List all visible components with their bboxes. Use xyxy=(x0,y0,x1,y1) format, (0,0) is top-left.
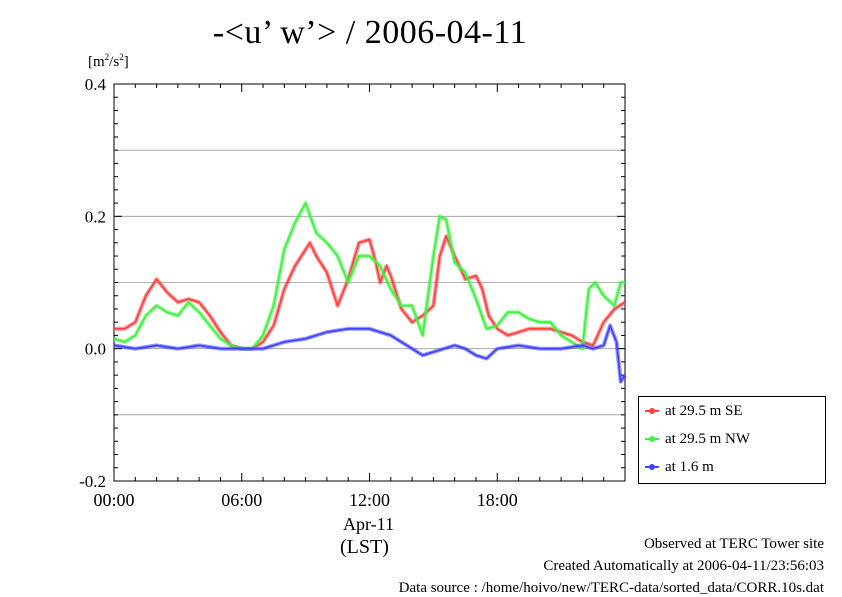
timezone-label: (LST) xyxy=(340,536,389,558)
footer-site: Observed at TERC Tower site xyxy=(643,536,824,552)
y-axis-ticks: -0.2 0.0 0.2 0.4 xyxy=(79,75,625,491)
y-axis-unit-label: [m2/s2] xyxy=(88,52,129,70)
date-label: Apr-11 xyxy=(343,514,394,534)
series-line-0 xyxy=(114,235,626,350)
footer-created: Created Automatically at 2006-04-11/23:5… xyxy=(543,558,824,574)
x-tick-label: 12:00 xyxy=(349,490,390,510)
y-tick-label: 0.0 xyxy=(85,340,106,359)
legend-item-nw: at 29.5 m NW xyxy=(645,429,750,449)
series-line-2 xyxy=(113,324,626,383)
x-tick-label: 00:00 xyxy=(93,490,134,510)
legend-item-1-6m: at 1.6 m xyxy=(645,457,714,477)
legend-swatch-nw xyxy=(645,436,659,442)
x-axis-ticks: 00:00 06:00 12:00 18:00 xyxy=(93,84,626,510)
legend: at 29.5 m SE at 29.5 m NW at 1.6 m xyxy=(638,396,826,484)
series-line-1 xyxy=(113,202,625,350)
legend-label-se: at 29.5 m SE xyxy=(665,402,743,419)
series-halo-0 xyxy=(114,234,627,351)
gridlines xyxy=(114,149,625,416)
legend-item-se: at 29.5 m SE xyxy=(645,401,743,421)
x-tick-label: 18:00 xyxy=(477,490,518,510)
legend-swatch-1-6m xyxy=(645,464,659,470)
y-tick-label: 0.4 xyxy=(85,75,107,94)
y-tick-label: -0.2 xyxy=(79,472,106,491)
chart-title: -<u’ w’> / 2006-04-11 xyxy=(212,14,528,51)
footer-source: Data source : /home/hoivo/new/TERC-data/… xyxy=(398,580,824,596)
y-tick-label: 0.2 xyxy=(85,207,106,226)
legend-label-nw: at 29.5 m NW xyxy=(665,430,750,447)
series-lines xyxy=(113,201,627,384)
legend-label-1-6m: at 1.6 m xyxy=(665,458,714,475)
series-halo-2 xyxy=(113,323,627,384)
x-tick-label: 06:00 xyxy=(221,490,262,510)
legend-swatch-se xyxy=(645,408,659,414)
